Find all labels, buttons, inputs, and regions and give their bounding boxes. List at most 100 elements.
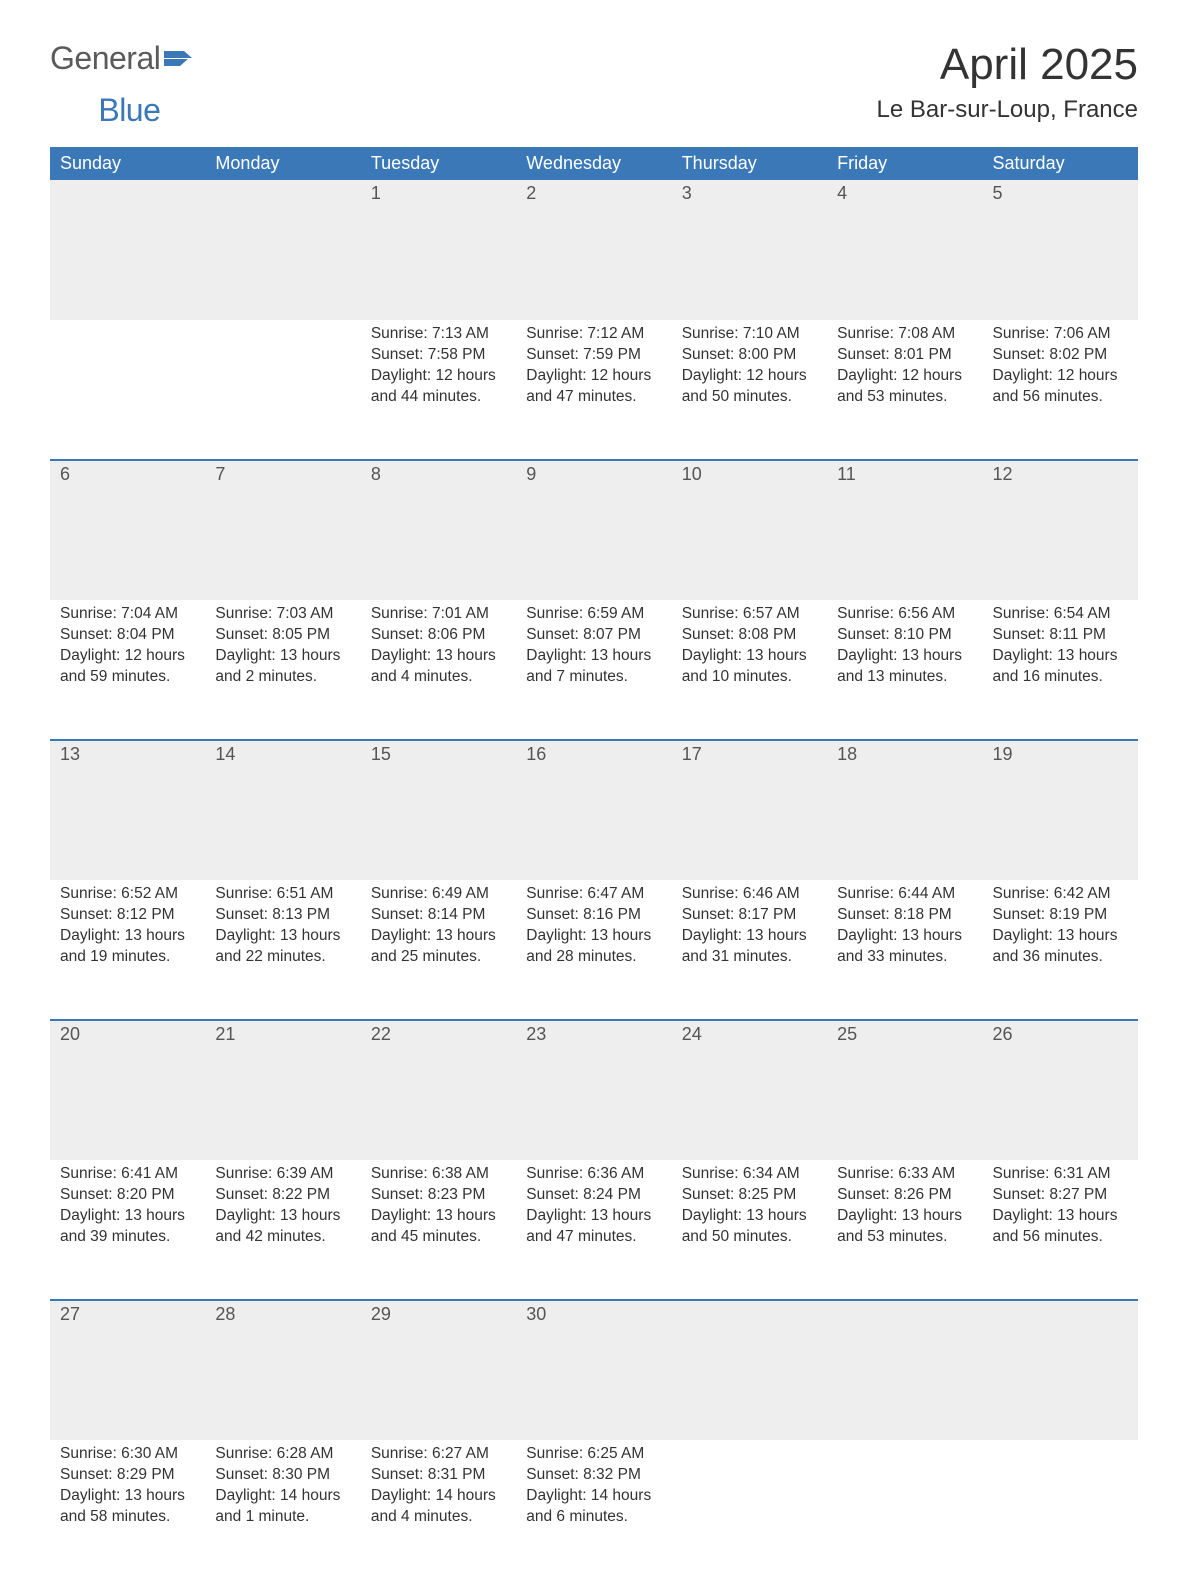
day-sunset: Sunset: 8:14 PM bbox=[371, 905, 506, 926]
day-sunset: Sunset: 8:16 PM bbox=[526, 905, 661, 926]
day-sunset: Sunset: 8:01 PM bbox=[837, 345, 972, 366]
day-sunrise: Sunrise: 7:04 AM bbox=[60, 604, 195, 625]
day-cell: Sunrise: 6:44 AMSunset: 8:18 PMDaylight:… bbox=[827, 880, 982, 1020]
day-cell: Sunrise: 6:25 AMSunset: 8:32 PMDaylight:… bbox=[516, 1440, 671, 1580]
day-cell: Sunrise: 6:34 AMSunset: 8:25 PMDaylight:… bbox=[672, 1160, 827, 1300]
day-data: Sunrise: 7:04 AMSunset: 8:04 PMDaylight:… bbox=[50, 600, 205, 688]
day-cell: Sunrise: 6:54 AMSunset: 8:11 PMDaylight:… bbox=[983, 600, 1138, 740]
day-number: 29 bbox=[361, 1301, 516, 1328]
day-number-cell: 20 bbox=[50, 1020, 205, 1160]
day-number: 12 bbox=[983, 461, 1138, 488]
day-daylight: Daylight: 12 hours and 47 minutes. bbox=[526, 366, 661, 408]
day-daylight: Daylight: 13 hours and 7 minutes. bbox=[526, 646, 661, 688]
day-sunrise: Sunrise: 6:41 AM bbox=[60, 1164, 195, 1185]
day-number: 22 bbox=[361, 1021, 516, 1048]
day-sunrise: Sunrise: 6:25 AM bbox=[526, 1444, 661, 1465]
day-number-cell: 1 bbox=[361, 180, 516, 320]
day-number: 28 bbox=[205, 1301, 360, 1328]
day-number: 20 bbox=[50, 1021, 205, 1048]
day-daylight: Daylight: 13 hours and 22 minutes. bbox=[215, 926, 350, 968]
day-number: 13 bbox=[50, 741, 205, 768]
day-cell: Sunrise: 6:47 AMSunset: 8:16 PMDaylight:… bbox=[516, 880, 671, 1020]
day-data: Sunrise: 6:44 AMSunset: 8:18 PMDaylight:… bbox=[827, 880, 982, 968]
day-number-cell: 10 bbox=[672, 460, 827, 600]
day-cell: Sunrise: 7:04 AMSunset: 8:04 PMDaylight:… bbox=[50, 600, 205, 740]
day-number: 1 bbox=[361, 180, 516, 207]
day-daylight: Daylight: 13 hours and 4 minutes. bbox=[371, 646, 506, 688]
day-number-cell bbox=[983, 1300, 1138, 1440]
day-daylight: Daylight: 13 hours and 31 minutes. bbox=[682, 926, 817, 968]
day-number: 5 bbox=[983, 180, 1138, 207]
logo-text-blue: Blue bbox=[98, 92, 160, 129]
day-sunset: Sunset: 8:31 PM bbox=[371, 1465, 506, 1486]
day-data: Sunrise: 6:49 AMSunset: 8:14 PMDaylight:… bbox=[361, 880, 516, 968]
day-data: Sunrise: 6:51 AMSunset: 8:13 PMDaylight:… bbox=[205, 880, 360, 968]
day-cell: Sunrise: 6:36 AMSunset: 8:24 PMDaylight:… bbox=[516, 1160, 671, 1300]
day-number: 9 bbox=[516, 461, 671, 488]
day-daylight: Daylight: 12 hours and 53 minutes. bbox=[837, 366, 972, 408]
day-sunset: Sunset: 8:25 PM bbox=[682, 1185, 817, 1206]
day-daylight: Daylight: 12 hours and 44 minutes. bbox=[371, 366, 506, 408]
day-sunrise: Sunrise: 6:54 AM bbox=[993, 604, 1128, 625]
day-number-cell: 16 bbox=[516, 740, 671, 880]
day-sunrise: Sunrise: 7:10 AM bbox=[682, 324, 817, 345]
day-data: Sunrise: 6:25 AMSunset: 8:32 PMDaylight:… bbox=[516, 1440, 671, 1528]
day-cell: Sunrise: 6:51 AMSunset: 8:13 PMDaylight:… bbox=[205, 880, 360, 1020]
day-daylight: Daylight: 12 hours and 50 minutes. bbox=[682, 366, 817, 408]
day-number-cell: 12 bbox=[983, 460, 1138, 600]
day-cell: Sunrise: 6:59 AMSunset: 8:07 PMDaylight:… bbox=[516, 600, 671, 740]
logo: General bbox=[50, 40, 194, 77]
day-sunset: Sunset: 8:17 PM bbox=[682, 905, 817, 926]
day-sunset: Sunset: 8:07 PM bbox=[526, 625, 661, 646]
day-sunrise: Sunrise: 7:12 AM bbox=[526, 324, 661, 345]
day-sunrise: Sunrise: 6:30 AM bbox=[60, 1444, 195, 1465]
day-number-cell: 27 bbox=[50, 1300, 205, 1440]
day-number-cell: 25 bbox=[827, 1020, 982, 1160]
day-data: Sunrise: 7:01 AMSunset: 8:06 PMDaylight:… bbox=[361, 600, 516, 688]
day-data: Sunrise: 6:31 AMSunset: 8:27 PMDaylight:… bbox=[983, 1160, 1138, 1248]
day-data: Sunrise: 6:47 AMSunset: 8:16 PMDaylight:… bbox=[516, 880, 671, 968]
day-cell: Sunrise: 6:56 AMSunset: 8:10 PMDaylight:… bbox=[827, 600, 982, 740]
day-data: Sunrise: 6:57 AMSunset: 8:08 PMDaylight:… bbox=[672, 600, 827, 688]
day-sunset: Sunset: 8:13 PM bbox=[215, 905, 350, 926]
day-daylight: Daylight: 13 hours and 53 minutes. bbox=[837, 1206, 972, 1248]
day-sunset: Sunset: 8:29 PM bbox=[60, 1465, 195, 1486]
day-number bbox=[672, 1301, 827, 1328]
day-data: Sunrise: 6:34 AMSunset: 8:25 PMDaylight:… bbox=[672, 1160, 827, 1248]
weekday-header: Monday bbox=[205, 147, 360, 180]
day-data: Sunrise: 7:12 AMSunset: 7:59 PMDaylight:… bbox=[516, 320, 671, 408]
day-number: 25 bbox=[827, 1021, 982, 1048]
day-cell: Sunrise: 6:30 AMSunset: 8:29 PMDaylight:… bbox=[50, 1440, 205, 1580]
day-number-cell: 17 bbox=[672, 740, 827, 880]
day-number-cell: 15 bbox=[361, 740, 516, 880]
day-data: Sunrise: 6:28 AMSunset: 8:30 PMDaylight:… bbox=[205, 1440, 360, 1528]
day-sunrise: Sunrise: 6:52 AM bbox=[60, 884, 195, 905]
day-daylight: Daylight: 13 hours and 28 minutes. bbox=[526, 926, 661, 968]
day-daylight: Daylight: 13 hours and 16 minutes. bbox=[993, 646, 1128, 688]
day-number-cell: 28 bbox=[205, 1300, 360, 1440]
day-daylight: Daylight: 13 hours and 33 minutes. bbox=[837, 926, 972, 968]
weekday-header: Sunday bbox=[50, 147, 205, 180]
day-cell: Sunrise: 6:27 AMSunset: 8:31 PMDaylight:… bbox=[361, 1440, 516, 1580]
day-sunrise: Sunrise: 6:47 AM bbox=[526, 884, 661, 905]
day-cell bbox=[672, 1440, 827, 1580]
day-sunrise: Sunrise: 6:31 AM bbox=[993, 1164, 1128, 1185]
day-sunrise: Sunrise: 6:27 AM bbox=[371, 1444, 506, 1465]
day-sunrise: Sunrise: 6:59 AM bbox=[526, 604, 661, 625]
day-sunrise: Sunrise: 6:49 AM bbox=[371, 884, 506, 905]
day-sunset: Sunset: 7:58 PM bbox=[371, 345, 506, 366]
day-cell: Sunrise: 6:31 AMSunset: 8:27 PMDaylight:… bbox=[983, 1160, 1138, 1300]
day-number-cell: 21 bbox=[205, 1020, 360, 1160]
day-sunset: Sunset: 8:10 PM bbox=[837, 625, 972, 646]
day-number: 15 bbox=[361, 741, 516, 768]
day-sunset: Sunset: 8:23 PM bbox=[371, 1185, 506, 1206]
day-sunrise: Sunrise: 6:33 AM bbox=[837, 1164, 972, 1185]
day-sunrise: Sunrise: 7:06 AM bbox=[993, 324, 1128, 345]
day-data: Sunrise: 7:03 AMSunset: 8:05 PMDaylight:… bbox=[205, 600, 360, 688]
day-cell: Sunrise: 6:42 AMSunset: 8:19 PMDaylight:… bbox=[983, 880, 1138, 1020]
day-sunset: Sunset: 8:04 PM bbox=[60, 625, 195, 646]
day-cell bbox=[50, 320, 205, 460]
day-number-cell: 26 bbox=[983, 1020, 1138, 1160]
day-cell: Sunrise: 6:57 AMSunset: 8:08 PMDaylight:… bbox=[672, 600, 827, 740]
day-cell: Sunrise: 7:06 AMSunset: 8:02 PMDaylight:… bbox=[983, 320, 1138, 460]
